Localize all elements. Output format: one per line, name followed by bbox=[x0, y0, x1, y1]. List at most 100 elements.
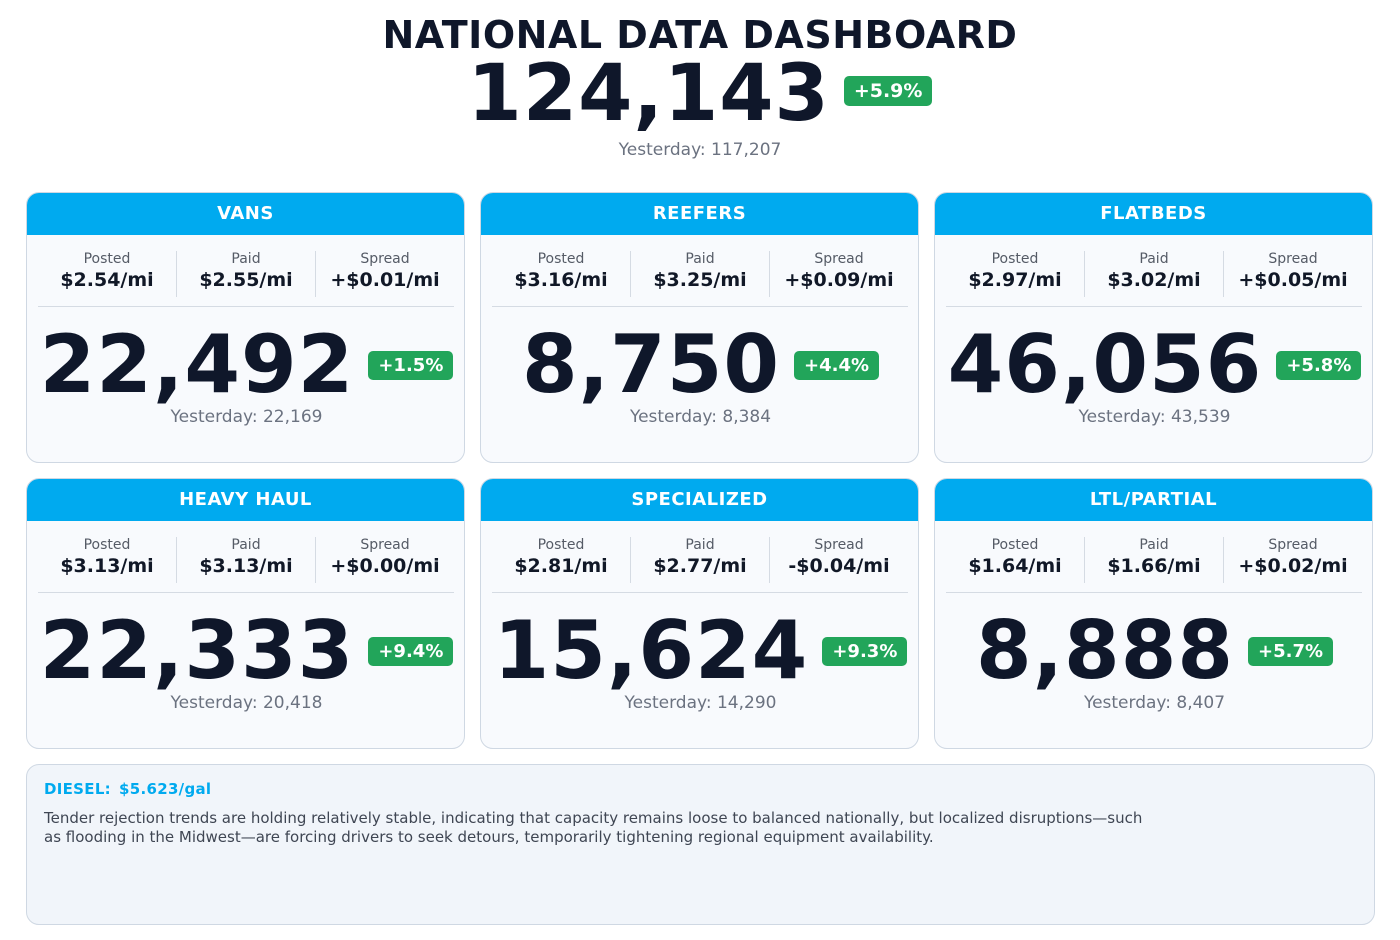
paid-value: $2.77/mi bbox=[653, 555, 747, 577]
card-yesterday: Yesterday: 20,418 bbox=[170, 693, 323, 713]
posted-label: Posted bbox=[991, 251, 1039, 267]
spread-label: Spread bbox=[360, 251, 410, 267]
card-yesterday: Yesterday: 8,384 bbox=[629, 407, 772, 427]
load-count: 22,492 bbox=[39, 318, 355, 411]
posted-value: $1.64/mi bbox=[968, 555, 1062, 577]
count-row: 46,056 +5.8% bbox=[935, 317, 1372, 413]
spread-value: -$0.04/mi bbox=[788, 555, 890, 577]
spread-stat: Spread +$0.02/mi bbox=[1224, 537, 1362, 583]
change-badge: +9.4% bbox=[368, 636, 454, 666]
load-count: 8,750 bbox=[521, 318, 781, 411]
paid-value: $3.02/mi bbox=[1107, 269, 1201, 291]
posted-value: $2.81/mi bbox=[514, 555, 608, 577]
spread-stat: Spread +$0.05/mi bbox=[1224, 251, 1362, 297]
card-stats: Posted $3.13/mi Paid $3.13/mi Spread +$0… bbox=[38, 537, 454, 583]
spread-value: +$0.05/mi bbox=[1238, 269, 1348, 291]
paid-stat: Paid $3.25/mi bbox=[631, 251, 770, 297]
posted-stat: Posted $1.64/mi bbox=[946, 537, 1085, 583]
change-badge: +9.3% bbox=[822, 636, 908, 666]
card-specialized: SPECIALIZED Posted $2.81/mi Paid $2.77/m… bbox=[480, 478, 919, 749]
paid-value: $2.55/mi bbox=[199, 269, 293, 291]
posted-stat: Posted $3.13/mi bbox=[38, 537, 177, 583]
spread-label: Spread bbox=[360, 537, 410, 553]
spread-label: Spread bbox=[1268, 537, 1318, 553]
posted-label: Posted bbox=[537, 537, 585, 553]
paid-label: Paid bbox=[1139, 251, 1169, 267]
diesel-value: $5.623/gal bbox=[119, 780, 212, 798]
spread-label: Spread bbox=[814, 251, 864, 267]
diesel-label: DIESEL: bbox=[44, 780, 111, 798]
market-commentary: Tender rejection trends are holding rela… bbox=[44, 809, 1143, 846]
change-badge: +1.5% bbox=[368, 350, 454, 380]
spread-stat: Spread +$0.00/mi bbox=[316, 537, 454, 583]
total-row: 124,143 +5.9% bbox=[0, 49, 1400, 139]
card-divider bbox=[946, 592, 1362, 593]
paid-label: Paid bbox=[231, 251, 261, 267]
change-badge: +4.4% bbox=[794, 350, 880, 380]
spread-value: +$0.09/mi bbox=[784, 269, 894, 291]
posted-label: Posted bbox=[83, 537, 131, 553]
count-row: 8,888 +5.7% bbox=[935, 603, 1372, 699]
spread-value: +$0.01/mi bbox=[330, 269, 440, 291]
card-heavy-haul: HEAVY HAUL Posted $3.13/mi Paid $3.13/mi… bbox=[26, 478, 465, 749]
diesel-price: DIESEL: $5.623/gal bbox=[44, 780, 1357, 798]
paid-label: Paid bbox=[685, 251, 715, 267]
card-ltl-partial: LTL/PARTIAL Posted $1.64/mi Paid $1.66/m… bbox=[934, 478, 1373, 749]
spread-stat: Spread +$0.01/mi bbox=[316, 251, 454, 297]
count-row: 22,492 +1.5% bbox=[27, 317, 464, 413]
card-vans: VANS Posted $2.54/mi Paid $2.55/mi Sprea… bbox=[26, 192, 465, 463]
card-stats: Posted $2.81/mi Paid $2.77/mi Spread -$0… bbox=[492, 537, 908, 583]
card-title: REEFERS bbox=[481, 193, 918, 235]
card-yesterday: Yesterday: 22,169 bbox=[170, 407, 323, 427]
paid-stat: Paid $2.77/mi bbox=[631, 537, 770, 583]
load-count: 22,333 bbox=[39, 604, 355, 697]
card-yesterday: Yesterday: 14,290 bbox=[624, 693, 777, 713]
card-stats: Posted $3.16/mi Paid $3.25/mi Spread +$0… bbox=[492, 251, 908, 297]
spread-label: Spread bbox=[1268, 251, 1318, 267]
spread-value: +$0.02/mi bbox=[1238, 555, 1348, 577]
paid-value: $3.25/mi bbox=[653, 269, 747, 291]
count-row: 15,624 +9.3% bbox=[481, 603, 918, 699]
paid-label: Paid bbox=[1139, 537, 1169, 553]
change-badge: +5.7% bbox=[1248, 636, 1334, 666]
card-stats: Posted $2.54/mi Paid $2.55/mi Spread +$0… bbox=[38, 251, 454, 297]
change-badge: +5.8% bbox=[1276, 350, 1362, 380]
paid-label: Paid bbox=[231, 537, 261, 553]
paid-stat: Paid $1.66/mi bbox=[1085, 537, 1224, 583]
paid-value: $3.13/mi bbox=[199, 555, 293, 577]
market-note-panel: DIESEL: $5.623/gal Tender rejection trend… bbox=[26, 764, 1375, 925]
total-loads-value: 124,143 bbox=[467, 49, 830, 139]
card-reefers: REEFERS Posted $3.16/mi Paid $3.25/mi Sp… bbox=[480, 192, 919, 463]
count-row: 8,750 +4.4% bbox=[481, 317, 918, 413]
card-title: HEAVY HAUL bbox=[27, 479, 464, 521]
posted-stat: Posted $3.16/mi bbox=[492, 251, 631, 297]
paid-stat: Paid $3.02/mi bbox=[1085, 251, 1224, 297]
posted-label: Posted bbox=[83, 251, 131, 267]
posted-stat: Posted $2.81/mi bbox=[492, 537, 631, 583]
count-row: 22,333 +9.4% bbox=[27, 603, 464, 699]
spread-label: Spread bbox=[814, 537, 864, 553]
posted-stat: Posted $2.54/mi bbox=[38, 251, 177, 297]
card-divider bbox=[946, 306, 1362, 307]
posted-label: Posted bbox=[991, 537, 1039, 553]
card-stats: Posted $2.97/mi Paid $3.02/mi Spread +$0… bbox=[946, 251, 1362, 297]
paid-value: $1.66/mi bbox=[1107, 555, 1201, 577]
card-divider bbox=[492, 592, 908, 593]
load-count: 8,888 bbox=[975, 604, 1235, 697]
paid-stat: Paid $2.55/mi bbox=[177, 251, 316, 297]
card-title: LTL/PARTIAL bbox=[935, 479, 1372, 521]
page-title: NATIONAL DATA DASHBOARD bbox=[382, 13, 1018, 57]
paid-stat: Paid $3.13/mi bbox=[177, 537, 316, 583]
dashboard-header: NATIONAL DATA DASHBOARD 124,143 +5.9% Ye… bbox=[0, 12, 1400, 160]
card-title: VANS bbox=[27, 193, 464, 235]
posted-value: $2.54/mi bbox=[60, 269, 154, 291]
spread-value: +$0.00/mi bbox=[330, 555, 440, 577]
card-stats: Posted $1.64/mi Paid $1.66/mi Spread +$0… bbox=[946, 537, 1362, 583]
posted-stat: Posted $2.97/mi bbox=[946, 251, 1085, 297]
total-yesterday: Yesterday: 117,207 bbox=[618, 140, 782, 160]
load-count: 46,056 bbox=[947, 318, 1263, 411]
posted-value: $3.16/mi bbox=[514, 269, 608, 291]
card-divider bbox=[492, 306, 908, 307]
card-divider bbox=[38, 592, 454, 593]
spread-stat: Spread -$0.04/mi bbox=[770, 537, 908, 583]
